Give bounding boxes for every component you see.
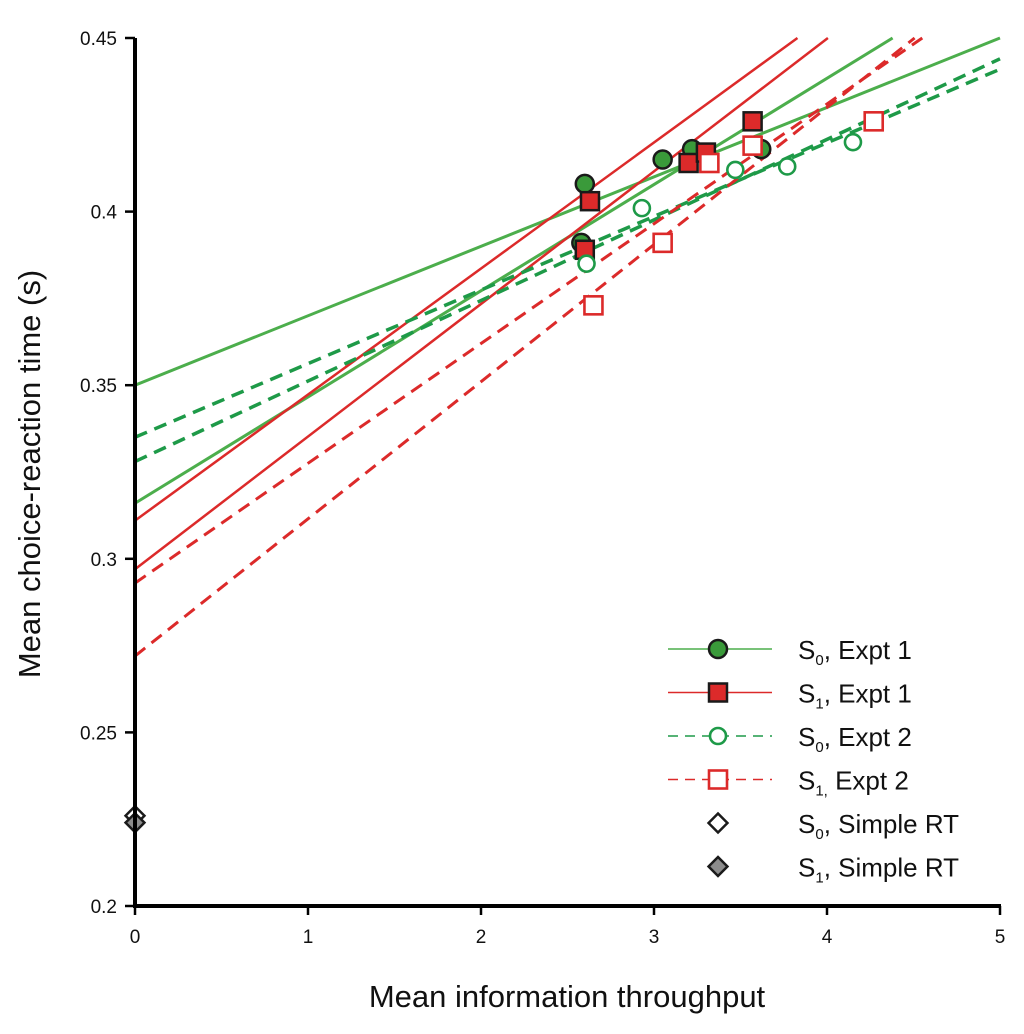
legend-label-subscript: 0 [815,739,823,756]
legend: S0, Expt 1S1, Expt 1S0, Expt 2S1, Expt 2… [668,635,959,887]
legend-label: S0, Expt 1 [798,635,912,669]
x-tick-label: 5 [995,927,1006,948]
fit-line-series-0-0 [134,36,1001,387]
y-tick-label: 0.45 [80,29,117,50]
legend-label-subscript: 1 [815,696,823,713]
legend-label-base: S [798,766,815,796]
fit-line-series-2-0 [134,67,1001,439]
legend-marker [706,811,730,835]
y-axis-ticks: 0.2 0.25 0.3 0.35 0.4 0.45 [80,29,135,918]
legend-label-rest: , Expt 2 [824,722,912,752]
legend-label-base: S [798,635,815,665]
legend-entry-4: S0, Simple RT [706,809,959,843]
legend-label-rest: , Expt 1 [824,635,912,665]
legend-label-rest: , Simple RT [824,853,959,883]
fit-line-series-3-0 [134,36,924,585]
x-axis-ticks: 0 1 2 3 4 5 [130,906,1006,948]
legend-label-subscript: 0 [815,652,823,669]
legend-marker [706,855,730,878]
data-point-series-0-1 [574,173,596,195]
data-point-series-3-4 [863,111,885,132]
legend-label: S1, Expt 1 [798,679,912,713]
x-tick-label: 0 [130,927,141,948]
fit-line-series-0-1 [134,36,894,505]
x-tick-label: 3 [649,927,660,948]
legend-marker [708,726,728,746]
y-tick-label: 0.3 [91,550,117,571]
legend-label-base: S [798,809,815,839]
legend-entry-1: S1, Expt 1 [668,679,912,713]
data-point-series-2-3 [777,157,797,176]
fit-line-series-1-1 [134,36,799,522]
legend-label: S1, Expt 2 [798,766,909,800]
legend-label: S1, Simple RT [798,853,959,887]
data-point-series-2-0 [577,254,596,273]
fit-line-series-2-1 [134,57,1001,464]
legend-label-subscript: 0 [815,826,823,843]
legend-label-base: S [798,679,815,709]
y-tick-label: 0.35 [80,376,117,397]
axes [133,38,1001,908]
x-tick-label: 1 [303,927,314,948]
legend-label-rest: , Simple RT [824,809,959,839]
data-point-series-3-3 [742,135,763,156]
legend-label-rest: , Expt 1 [824,679,912,709]
legend-entry-2: S0, Expt 2 [668,722,912,756]
legend-label-base: S [798,722,815,752]
data-point-series-3-1 [652,232,673,254]
y-tick-label: 0.25 [80,723,117,744]
legend-marker [707,682,729,703]
data-point-series-1-2 [678,152,699,174]
fit-lines [134,36,1001,658]
fit-line-series-3-1 [134,36,916,658]
fit-line-series-1-0 [134,37,829,571]
legend-entry-0: S0, Expt 1 [668,635,912,669]
legend-entry-5: S1, Simple RT [706,853,959,887]
data-point-series-0-2 [652,149,673,170]
y-tick-label: 0.2 [91,897,117,918]
legend-label-base: S [798,853,815,883]
legend-entry-3: S1, Expt 2 [668,766,909,800]
data-point-series-2-2 [726,160,745,180]
legend-label-subscript: 1 [815,870,823,887]
x-axis-label: Mean information throughput [369,979,766,1014]
y-axis-label: Mean choice-reaction time (s) [12,270,47,678]
data-markers [123,111,885,834]
legend-label: S0, Simple RT [798,809,959,843]
legend-label: S0, Expt 2 [798,722,912,756]
data-point-series-3-0 [583,295,604,316]
legend-label-subscript: 1, [815,783,828,800]
x-tick-label: 2 [476,927,487,948]
data-point-series-1-4 [742,111,763,132]
data-point-series-2-1 [632,198,652,218]
data-point-series-1-1 [579,190,601,212]
data-point-series-3-2 [699,152,720,174]
data-point-series-2-4 [843,132,863,152]
x-tick-label: 4 [822,927,833,948]
legend-marker [707,638,729,660]
legend-label-rest: Expt 2 [828,766,909,796]
y-tick-label: 0.4 [91,203,118,224]
legend-marker [707,769,729,790]
